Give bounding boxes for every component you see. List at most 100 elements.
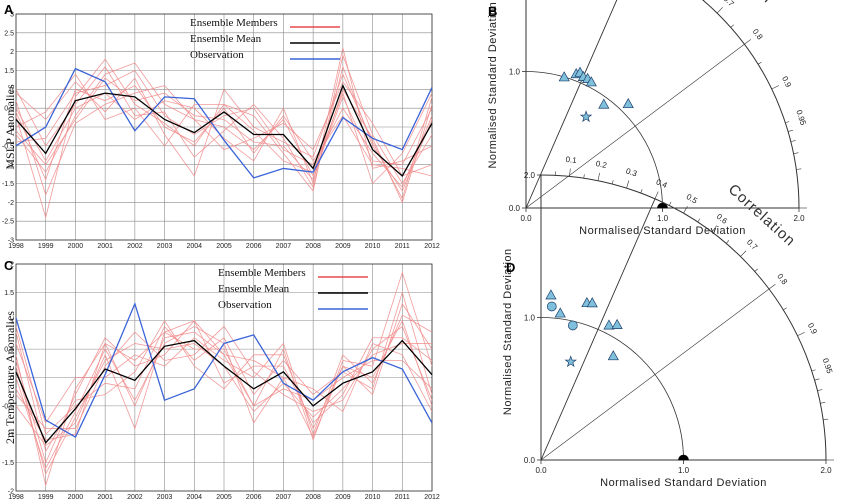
correlation-tick bbox=[583, 174, 585, 179]
correlation-line bbox=[540, 288, 770, 461]
x-tick-label: 2.0 bbox=[820, 466, 832, 475]
y-tick-label: -1.5 bbox=[2, 181, 14, 188]
correlation-tick bbox=[683, 206, 688, 214]
y-tick-label: -3 bbox=[8, 238, 14, 245]
panel-letter: C bbox=[4, 258, 14, 273]
correlation-tick bbox=[817, 389, 823, 392]
y-tick-label: 1.0 bbox=[524, 314, 536, 323]
correlation-tick bbox=[611, 180, 614, 185]
ensemble-member-line bbox=[15, 73, 433, 185]
line-chart-panel-a: 1998 1999 2000 2001 2002 2003 2004 2005 2006 2007… bbox=[2, 2, 440, 250]
y-axis-label: Normalised Standard Deviation bbox=[487, 2, 499, 169]
x-tick-label: 2001 bbox=[97, 243, 113, 250]
ensemble-member-line bbox=[15, 80, 433, 196]
x-tick-label: 2000 bbox=[68, 494, 84, 501]
x-tick-label: 1998 bbox=[8, 494, 24, 501]
y-tick-label: -0.5 bbox=[2, 143, 14, 150]
circle-point bbox=[546, 301, 557, 312]
legend-label: Observation bbox=[190, 49, 244, 61]
x-axis-label: Normalised Standard Deviation bbox=[579, 225, 746, 237]
x-tick-label: 2007 bbox=[276, 494, 292, 501]
legend-label: Observation bbox=[218, 299, 272, 311]
panel-letter: B bbox=[488, 4, 497, 19]
triangle-point bbox=[586, 297, 598, 308]
observation-line bbox=[15, 67, 433, 179]
y-tick-label: 2 bbox=[10, 49, 14, 56]
y-tick-label: 0.5 bbox=[4, 347, 14, 354]
correlation-tick bbox=[654, 191, 659, 199]
ensemble-member-line bbox=[15, 62, 433, 177]
correlation-tick-label: 0.7 bbox=[722, 0, 737, 9]
y-axis-label: Normalised Standard Deviation bbox=[502, 248, 514, 415]
correlation-tick bbox=[668, 201, 672, 206]
correlation-tick bbox=[814, 378, 820, 381]
correlation-tick bbox=[597, 172, 600, 181]
x-tick-label: 0.0 bbox=[520, 214, 532, 223]
correlation-tick-label: 0.2 bbox=[595, 159, 608, 170]
correlation-tick-label: 0.1 bbox=[565, 155, 578, 165]
correlation-tick bbox=[697, 218, 701, 223]
triangle-point bbox=[598, 98, 610, 109]
panel-letter: D bbox=[506, 260, 515, 275]
triangle-point bbox=[585, 76, 597, 87]
correlation-line bbox=[525, 0, 618, 209]
x-tick-label: 2005 bbox=[216, 494, 232, 501]
x-tick-label: 2004 bbox=[186, 494, 202, 501]
correlation-tick bbox=[569, 168, 571, 177]
correlation-axis-label: Correlation bbox=[702, 0, 776, 7]
y-tick-label: 0 bbox=[10, 125, 14, 132]
correlation-arc bbox=[701, 0, 800, 209]
x-tick-label: 1999 bbox=[38, 494, 54, 501]
correlation-axis-label: Correlation bbox=[725, 181, 799, 250]
correlation-line bbox=[525, 43, 745, 209]
x-tick-label: 2001 bbox=[97, 494, 113, 501]
y-tick-label: 2.5 bbox=[4, 30, 14, 37]
correlation-tick bbox=[790, 140, 796, 142]
y-tick-label: -1 bbox=[8, 432, 14, 439]
triangle-point bbox=[622, 97, 634, 109]
correlation-tick bbox=[726, 240, 730, 244]
correlation-tick-label: 0.9 bbox=[806, 322, 819, 336]
y-tick-label: -1.5 bbox=[2, 460, 14, 467]
x-tick-label: 1.0 bbox=[678, 466, 690, 475]
x-tick-label: 1.0 bbox=[657, 214, 669, 223]
x-tick-label: 2003 bbox=[157, 243, 173, 250]
ensemble-member-line bbox=[15, 85, 433, 181]
x-tick-label: 2011 bbox=[395, 243, 410, 250]
y-tick-label: -1 bbox=[8, 162, 14, 169]
y-axis-label: 2m Temperature Anomalies bbox=[3, 311, 17, 444]
y-tick-label: 2 bbox=[10, 262, 14, 269]
correlation-tick-label: 0.9 bbox=[780, 75, 793, 89]
correlation-tick bbox=[768, 283, 776, 290]
correlation-tick bbox=[730, 24, 734, 28]
correlation-tick-label: 0.7 bbox=[745, 238, 760, 253]
triangle-point bbox=[545, 289, 557, 300]
x-tick-label: 2010 bbox=[365, 243, 381, 250]
legend-label: Ensemble Mean bbox=[190, 33, 262, 45]
correlation-tick-label: 0.4 bbox=[655, 177, 669, 190]
y-tick-label: 1.5 bbox=[4, 290, 14, 297]
x-tick-label: 2007 bbox=[276, 243, 292, 250]
y-tick-label: 0.0 bbox=[524, 456, 536, 465]
x-tick-label: 2004 bbox=[186, 243, 202, 250]
correlation-tick bbox=[716, 7, 723, 14]
correlation-tick bbox=[783, 307, 787, 311]
correlation-tick-label: 0.5 bbox=[685, 192, 700, 206]
correlation-tick-label: 0.6 bbox=[715, 212, 730, 226]
y-tick-label: 1.0 bbox=[509, 68, 521, 77]
x-tick-label: 2002 bbox=[127, 243, 143, 250]
y-tick-label: 2.0 bbox=[524, 171, 536, 180]
correlation-tick bbox=[703, 0, 705, 1]
correlation-tick bbox=[787, 129, 793, 132]
x-tick-label: 1999 bbox=[38, 243, 54, 250]
y-tick-label: 1 bbox=[10, 87, 14, 94]
x-tick-label: 2006 bbox=[246, 243, 262, 250]
triangle-point bbox=[611, 318, 623, 329]
legend-label: Ensemble Members bbox=[190, 17, 278, 29]
correlation-tick bbox=[785, 121, 790, 124]
star-point bbox=[564, 355, 577, 368]
legend-label: Ensemble Mean bbox=[218, 283, 290, 295]
correlation-tick-label: 0.3 bbox=[625, 166, 639, 178]
x-tick-label: 2012 bbox=[424, 243, 440, 250]
y-tick-label: 0.5 bbox=[4, 106, 14, 113]
